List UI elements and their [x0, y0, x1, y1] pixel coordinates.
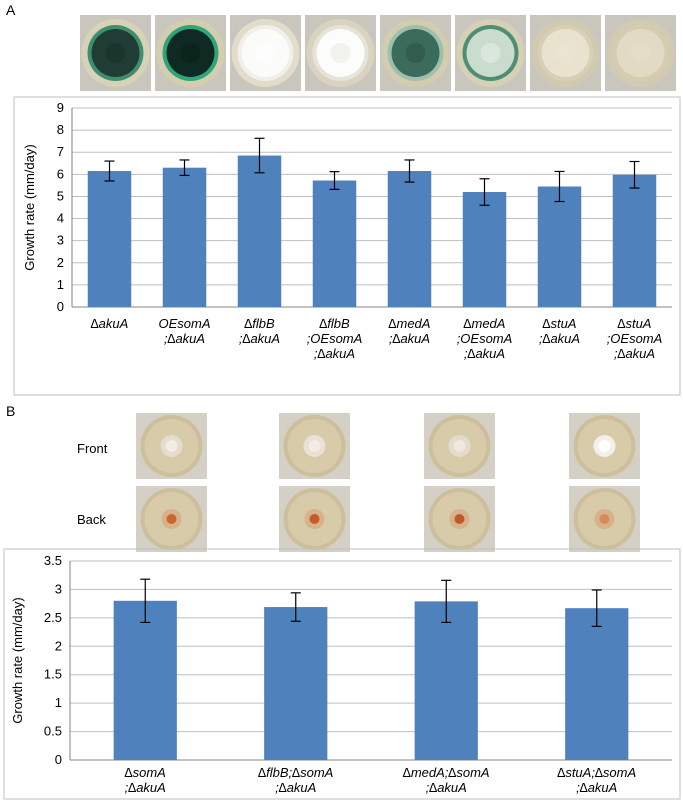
bar — [312, 180, 357, 307]
error-bar — [404, 159, 415, 183]
y-tick-label: 1.5 — [44, 667, 62, 682]
panel-a-label: A — [6, 2, 16, 18]
y-tick-label: 5 — [57, 188, 64, 203]
bar — [113, 600, 177, 760]
y-tick-label: 8 — [57, 122, 64, 137]
plate-photo — [530, 15, 601, 91]
plate-photo-back — [569, 486, 640, 552]
error-bar — [140, 578, 151, 624]
error-bar — [290, 592, 301, 622]
back-row-label: Back — [77, 512, 106, 527]
bar — [237, 155, 282, 307]
x-tick-label: ∆flbB ;OEsomA ;∆akuA — [307, 316, 363, 361]
x-tick-label: ∆medA;∆somA ;∆akuA — [403, 765, 490, 795]
x-tick-label: ∆medA ;OEsomA ;∆akuA — [457, 316, 513, 361]
plate-photo-front — [279, 413, 350, 479]
chart-frame — [13, 96, 681, 396]
chart-frame — [3, 548, 681, 800]
x-tick-label: ∆stuA;∆somA ;∆akuA — [557, 765, 636, 795]
bar — [387, 171, 432, 307]
y-tick-label: 3 — [55, 581, 62, 596]
error-bar — [554, 170, 565, 203]
y-tick-label: 0 — [57, 299, 64, 314]
error-bar — [591, 589, 602, 627]
plate-photo-front — [569, 413, 640, 479]
y-tick-label: 2.5 — [44, 610, 62, 625]
plate-photo-back — [279, 486, 350, 552]
plate-photo — [605, 15, 676, 91]
front-row-label: Front — [77, 441, 108, 456]
plate-photo — [380, 15, 451, 91]
bar — [612, 174, 657, 307]
y-axis-label: Growth rate (mm/day) — [10, 597, 25, 723]
y-tick-label: 6 — [57, 166, 64, 181]
y-tick-label: 4 — [57, 211, 64, 226]
plate-photo — [80, 15, 151, 91]
plate-photo-front — [424, 413, 495, 479]
error-bar — [179, 159, 190, 177]
bar — [87, 171, 132, 307]
bar — [565, 608, 629, 760]
bar — [414, 601, 478, 760]
plate-photo-front — [136, 413, 207, 479]
y-tick-label: 3 — [57, 233, 64, 248]
plate-photo — [455, 15, 526, 91]
error-bar — [329, 171, 340, 190]
y-tick-label: 2 — [57, 255, 64, 270]
y-axis-label: Growth rate (mm/day) — [22, 144, 37, 270]
y-tick-label: 2 — [55, 638, 62, 653]
plate-photo-back — [424, 486, 495, 552]
x-tick-label: ∆stuA ;OEsomA ;∆akuA — [607, 316, 663, 361]
y-tick-label: 9 — [57, 100, 64, 115]
bar — [537, 186, 582, 307]
y-tick-label: 7 — [57, 144, 64, 159]
plate-photo — [230, 15, 301, 91]
y-tick-label: 1 — [55, 695, 62, 710]
bar — [462, 192, 507, 307]
plate-photo — [155, 15, 226, 91]
error-bar — [104, 160, 115, 182]
y-tick-label: 0.5 — [44, 724, 62, 739]
error-bar — [254, 137, 265, 174]
x-tick-label: ∆somA ;∆akuA — [125, 765, 166, 795]
bar — [264, 607, 328, 760]
chart-b: 0 0.5 1 1.5 2 2.5 3 3.5 Growth rate (mm/day) ∆som… — [3, 548, 681, 800]
y-tick-label: 1 — [57, 277, 64, 292]
x-tick-label: ∆medA ;∆akuA — [389, 316, 431, 346]
x-tick-label: ∆flbB;∆somA ;∆akuA — [258, 765, 333, 795]
plate-photo — [305, 15, 376, 91]
panel-b-label: B — [6, 403, 16, 419]
error-bar — [479, 178, 490, 206]
x-tick-label: ∆flbB ;∆akuA — [239, 316, 280, 346]
y-tick-label: 3.5 — [44, 553, 62, 568]
error-bar — [629, 160, 640, 189]
bar — [162, 167, 207, 307]
x-tick-label: OEsomA ;∆akuA — [158, 316, 210, 346]
error-bar — [441, 579, 452, 624]
x-tick-label: ∆stuA ;∆akuA — [539, 316, 580, 346]
y-tick-label: 0 — [55, 752, 62, 767]
chart-a: 0 1 2 3 4 5 6 7 8 9 Growth rate (mm/day) ∆akuA OEsom… — [13, 96, 681, 396]
plate-photo-back — [136, 486, 207, 552]
x-tick-label: ∆akuA — [91, 316, 129, 331]
